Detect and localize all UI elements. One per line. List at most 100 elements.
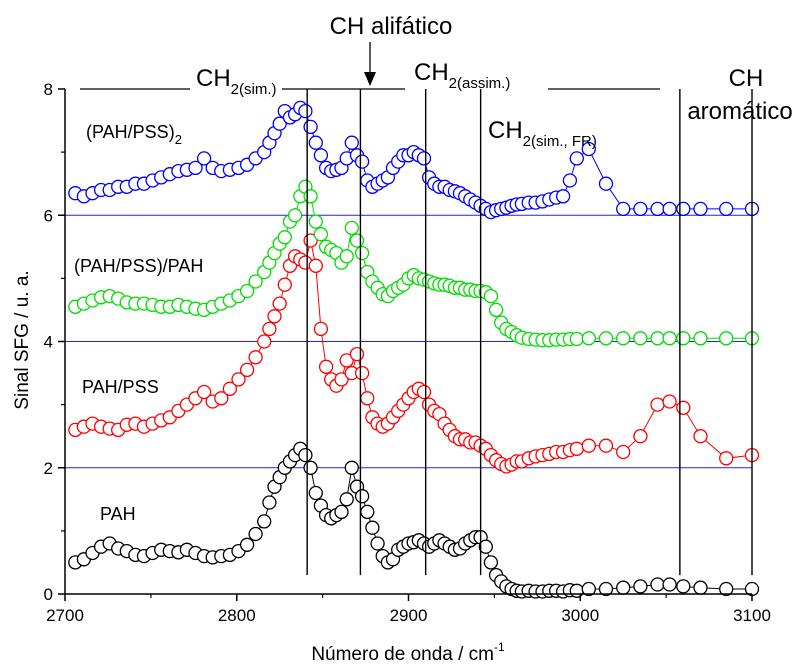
data-point bbox=[662, 331, 677, 346]
data-point bbox=[569, 331, 584, 347]
data-point bbox=[313, 227, 329, 242]
y-tick-label: 2 bbox=[44, 459, 53, 478]
data-point bbox=[581, 141, 596, 157]
series-3 bbox=[68, 100, 760, 220]
data-point bbox=[719, 581, 734, 597]
data-point bbox=[287, 208, 303, 223]
data-point bbox=[267, 309, 282, 324]
data-point bbox=[662, 577, 677, 592]
data-point bbox=[222, 381, 238, 396]
data-point bbox=[349, 346, 365, 362]
data-point bbox=[598, 581, 614, 597]
data-point bbox=[616, 201, 631, 217]
data-point bbox=[616, 331, 631, 346]
data-point bbox=[334, 504, 349, 520]
data-point bbox=[650, 577, 665, 592]
data-point bbox=[650, 397, 665, 412]
data-point bbox=[693, 201, 708, 217]
data-point bbox=[693, 580, 708, 595]
data-point bbox=[239, 362, 255, 378]
annotation-ch2-sym: CH2(sim.) bbox=[196, 65, 277, 98]
data-point bbox=[339, 492, 354, 507]
data-point bbox=[248, 526, 263, 542]
annotation-ch-aromatic-2: aromático bbox=[687, 98, 792, 125]
data-point bbox=[354, 154, 370, 169]
x-tick-label: 2700 bbox=[46, 606, 84, 625]
data-point bbox=[277, 277, 292, 292]
series-label-pah-pss-pah: (PAH/PSS)/PAH bbox=[74, 256, 203, 276]
data-point bbox=[313, 321, 329, 337]
data-point bbox=[562, 173, 578, 188]
data-point bbox=[334, 372, 349, 387]
data-point bbox=[298, 447, 313, 463]
data-point bbox=[196, 151, 212, 166]
data-point bbox=[633, 331, 648, 346]
data-point bbox=[569, 583, 584, 598]
series-layer bbox=[68, 100, 760, 599]
data-point bbox=[308, 214, 323, 229]
data-point bbox=[719, 331, 734, 346]
data-point bbox=[598, 331, 614, 346]
data-point bbox=[303, 189, 318, 204]
data-point bbox=[483, 555, 499, 570]
data-point bbox=[196, 384, 212, 400]
y-axis-title: Sinal SFG / u. a. bbox=[12, 270, 33, 409]
series-line bbox=[75, 448, 752, 593]
annotation-ch2-fr: CH2(sim., FR) bbox=[488, 117, 597, 150]
data-point bbox=[569, 151, 584, 166]
data-point bbox=[257, 334, 272, 349]
data-point bbox=[360, 504, 375, 520]
data-point bbox=[581, 331, 596, 346]
y-tick-label: 4 bbox=[44, 333, 53, 352]
data-point bbox=[676, 331, 691, 346]
data-point bbox=[214, 391, 229, 406]
data-point bbox=[239, 283, 255, 299]
series-label-pah: PAH bbox=[100, 504, 136, 524]
data-point bbox=[354, 365, 370, 381]
data-point bbox=[303, 119, 318, 135]
data-point bbox=[344, 220, 359, 236]
data-point bbox=[581, 581, 596, 597]
data-point bbox=[650, 331, 665, 346]
data-point bbox=[569, 441, 584, 456]
data-point bbox=[344, 135, 359, 150]
data-point bbox=[693, 331, 708, 346]
data-point bbox=[416, 384, 432, 400]
data-point bbox=[308, 258, 323, 273]
data-point bbox=[662, 394, 677, 409]
data-point bbox=[360, 391, 375, 406]
baseline-lines bbox=[65, 214, 752, 469]
x-tick-label: 2800 bbox=[218, 606, 256, 625]
axis-ticks: 2700 2800 2900 3000 3100 0 2 4 6 8 bbox=[44, 80, 771, 625]
data-point bbox=[354, 245, 370, 261]
x-tick-label: 3000 bbox=[561, 606, 599, 625]
data-point bbox=[272, 116, 287, 131]
data-point bbox=[598, 438, 614, 453]
data-point bbox=[555, 189, 571, 204]
annotation-arrow-head bbox=[364, 72, 376, 86]
series-0 bbox=[68, 441, 760, 599]
series-label-pah-pss-2: (PAH/PSS)2 bbox=[86, 122, 182, 147]
y-tick-label: 0 bbox=[44, 585, 53, 604]
data-point bbox=[616, 444, 631, 460]
data-point bbox=[313, 148, 329, 163]
data-point bbox=[598, 176, 614, 191]
data-point bbox=[354, 489, 370, 504]
x-tick-label: 2900 bbox=[390, 606, 428, 625]
data-point bbox=[365, 520, 380, 535]
data-point bbox=[616, 580, 631, 595]
data-point bbox=[272, 296, 287, 311]
data-point bbox=[344, 460, 359, 475]
annotation-ch2-asym: CH2(assim.) bbox=[414, 59, 510, 92]
data-point bbox=[478, 539, 493, 554]
series-2 bbox=[68, 179, 760, 348]
data-point bbox=[488, 302, 504, 318]
data-point bbox=[277, 230, 292, 245]
data-point bbox=[257, 514, 272, 529]
data-point bbox=[349, 233, 365, 248]
data-point bbox=[239, 537, 255, 552]
data-point bbox=[633, 201, 648, 217]
data-point bbox=[633, 429, 648, 444]
x-axis-title: Número de onda / cm-1 bbox=[311, 640, 505, 665]
